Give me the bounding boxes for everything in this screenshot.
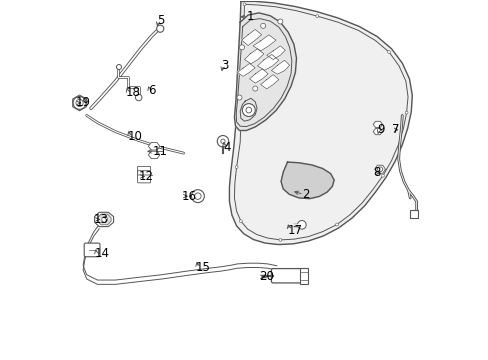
Polygon shape bbox=[372, 121, 382, 127]
Text: 19: 19 bbox=[75, 96, 90, 109]
Polygon shape bbox=[409, 211, 418, 218]
Polygon shape bbox=[374, 165, 385, 173]
Circle shape bbox=[235, 166, 238, 168]
Text: 18: 18 bbox=[126, 86, 141, 99]
Text: 7: 7 bbox=[391, 123, 398, 136]
Circle shape bbox=[243, 3, 245, 6]
Text: 3: 3 bbox=[221, 59, 228, 72]
Circle shape bbox=[194, 193, 201, 199]
Polygon shape bbox=[249, 69, 267, 83]
Circle shape bbox=[217, 135, 228, 147]
Text: 6: 6 bbox=[147, 84, 155, 97]
Circle shape bbox=[156, 25, 163, 32]
Polygon shape bbox=[266, 46, 285, 59]
Polygon shape bbox=[372, 129, 382, 135]
Text: 5: 5 bbox=[156, 14, 163, 27]
Circle shape bbox=[102, 217, 107, 222]
Circle shape bbox=[237, 95, 242, 100]
Text: 11: 11 bbox=[153, 145, 168, 158]
FancyBboxPatch shape bbox=[137, 166, 150, 174]
Polygon shape bbox=[281, 162, 333, 199]
FancyBboxPatch shape bbox=[271, 269, 301, 283]
Circle shape bbox=[239, 220, 242, 223]
Polygon shape bbox=[271, 60, 289, 74]
Polygon shape bbox=[300, 267, 308, 284]
Text: 9: 9 bbox=[376, 123, 384, 136]
Circle shape bbox=[76, 99, 83, 107]
Polygon shape bbox=[94, 212, 113, 226]
Circle shape bbox=[245, 107, 251, 113]
FancyBboxPatch shape bbox=[137, 175, 150, 183]
Circle shape bbox=[278, 238, 281, 241]
FancyBboxPatch shape bbox=[137, 171, 150, 179]
Polygon shape bbox=[244, 49, 264, 64]
Circle shape bbox=[387, 50, 389, 53]
Polygon shape bbox=[241, 30, 261, 45]
Circle shape bbox=[191, 190, 204, 203]
Text: 8: 8 bbox=[373, 166, 380, 179]
Circle shape bbox=[242, 104, 255, 117]
Text: 4: 4 bbox=[223, 141, 230, 154]
Circle shape bbox=[116, 64, 121, 69]
FancyBboxPatch shape bbox=[84, 243, 100, 257]
Text: 10: 10 bbox=[128, 130, 142, 144]
Circle shape bbox=[405, 111, 407, 114]
Polygon shape bbox=[260, 75, 278, 89]
Polygon shape bbox=[237, 63, 255, 76]
Polygon shape bbox=[253, 35, 276, 51]
Polygon shape bbox=[229, 1, 411, 244]
Circle shape bbox=[73, 96, 86, 109]
Text: 15: 15 bbox=[196, 261, 210, 274]
Text: 14: 14 bbox=[94, 247, 109, 260]
Polygon shape bbox=[234, 13, 296, 131]
Polygon shape bbox=[98, 214, 111, 225]
Text: 12: 12 bbox=[139, 170, 153, 183]
Circle shape bbox=[260, 23, 265, 28]
Circle shape bbox=[277, 19, 282, 24]
Circle shape bbox=[252, 86, 257, 91]
Text: 2: 2 bbox=[301, 188, 309, 201]
Circle shape bbox=[297, 221, 305, 229]
Circle shape bbox=[381, 174, 384, 177]
Text: 17: 17 bbox=[287, 224, 302, 237]
Polygon shape bbox=[148, 143, 160, 150]
Text: 13: 13 bbox=[94, 213, 108, 226]
Text: 20: 20 bbox=[258, 270, 273, 283]
Polygon shape bbox=[376, 167, 382, 171]
Circle shape bbox=[239, 45, 244, 50]
Polygon shape bbox=[257, 54, 278, 70]
Circle shape bbox=[315, 15, 318, 18]
Text: 1: 1 bbox=[246, 10, 253, 23]
Text: 16: 16 bbox=[182, 190, 196, 203]
Polygon shape bbox=[148, 151, 160, 159]
Circle shape bbox=[135, 94, 142, 101]
Circle shape bbox=[335, 223, 338, 226]
